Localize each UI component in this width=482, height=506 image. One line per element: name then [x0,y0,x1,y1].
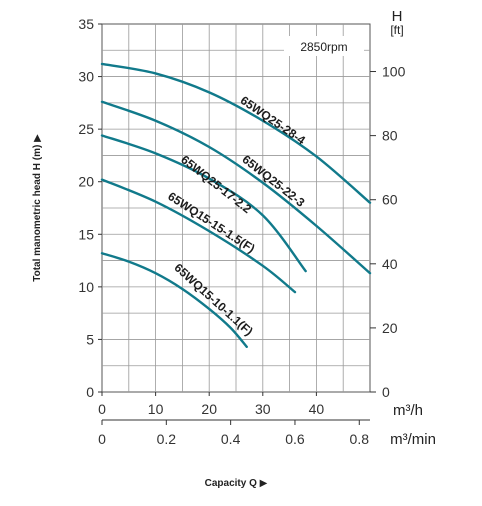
ft-axis-letter: H [392,8,403,25]
speed-label-box [284,36,364,56]
m3min-tick-label: 0.6 [285,431,305,447]
y-tick-label: 10 [78,279,94,295]
m3min-tick-label: 0 [98,431,106,447]
y-axis-title: Total manometric head H (m) ▶ [32,134,43,282]
x-tick-label: 30 [255,401,271,417]
ft-tick-label: 60 [382,192,398,208]
y-tick-label: 35 [78,16,94,32]
series-line [100,100,372,275]
ft-tick-label: 100 [382,64,406,80]
speed-label: 2850rpm [300,40,347,54]
x-tick-label: 20 [201,401,217,417]
ft-tick-label: 80 [382,128,398,144]
ft-tick-label: 40 [382,256,398,272]
x-axis-unit-m3h: m³/h [393,402,423,419]
x-axis-unit-m3min: m³/min [390,431,436,448]
series-line [100,252,248,348]
y-tick-label: 20 [78,174,94,190]
x-tick-label: 10 [148,401,164,417]
ft-tick-label: 20 [382,320,398,336]
m3min-tick-label: 0.4 [221,431,241,447]
y-tick-label: 25 [78,121,94,137]
m3min-tick-label: 0.2 [157,431,177,447]
ft-tick-label: 0 [382,384,390,400]
y-tick-label: 30 [78,69,94,85]
y-tick-label: 15 [78,226,94,242]
grid [101,23,371,393]
x-tick-label: 40 [309,401,325,417]
series-line [100,178,297,294]
y-tick-label: 0 [86,384,94,400]
axes: 0 5 10 15 20 25 30 35 0 20 40 60 80 100 H[ft] 0 10 20 30 40… [32,8,436,489]
x-tick-label: 0 [98,401,106,417]
x-axis-title: Capacity Q ▶ [205,478,268,489]
m3min-tick-label: 0.8 [350,431,370,447]
series-line [100,134,307,273]
curves [100,62,372,348]
ft-axis-unit: [ft] [390,23,403,37]
y-tick-label: 5 [86,331,94,347]
series-line [100,62,372,204]
